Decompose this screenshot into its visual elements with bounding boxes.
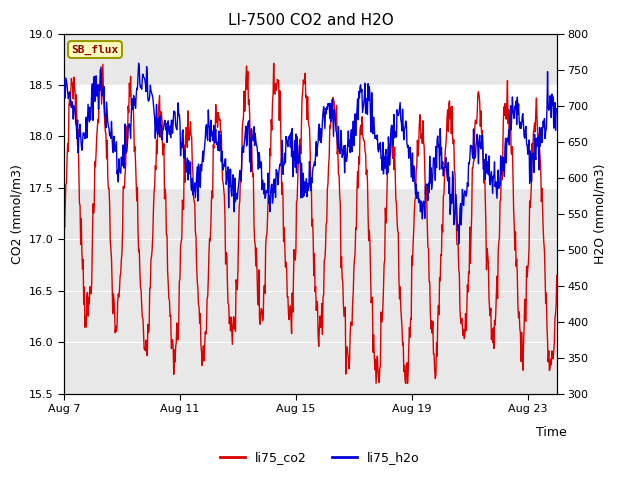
Y-axis label: H2O (mmol/m3): H2O (mmol/m3): [594, 163, 607, 264]
Text: SB_flux: SB_flux: [72, 44, 118, 55]
Title: LI-7500 CO2 and H2O: LI-7500 CO2 and H2O: [228, 13, 393, 28]
Y-axis label: CO2 (mmol/m3): CO2 (mmol/m3): [10, 164, 23, 264]
Legend: li75_co2, li75_h2o: li75_co2, li75_h2o: [215, 446, 425, 469]
Bar: [64, 85, 557, 188]
X-axis label: Time: Time: [536, 426, 566, 439]
